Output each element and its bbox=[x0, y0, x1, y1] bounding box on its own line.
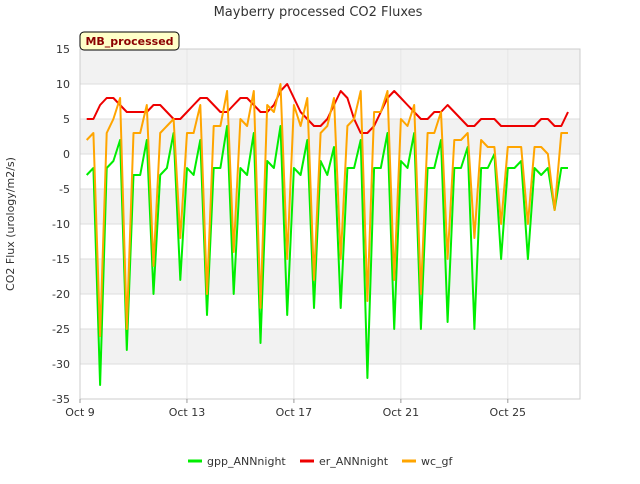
legend: gpp_ANNnight er_ANNnight wc_gf bbox=[188, 455, 454, 468]
y-tick-label: 10 bbox=[56, 78, 70, 91]
series-line-wc_gf bbox=[85, 83, 568, 337]
chart-title: Mayberry processed CO2 Fluxes bbox=[214, 5, 423, 20]
x-tick-label: Oct 13 bbox=[169, 406, 206, 419]
legend-label-wc_gf: wc_gf bbox=[421, 455, 454, 468]
x-tick-label: Oct 25 bbox=[490, 406, 527, 419]
plot-band bbox=[80, 294, 580, 329]
plot-frame bbox=[79, 48, 581, 400]
y-tick-label: 5 bbox=[63, 113, 70, 126]
x-tick-label: Oct 17 bbox=[276, 406, 313, 419]
x-tick-label: Oct 21 bbox=[383, 406, 420, 419]
y-tick-label: -35 bbox=[52, 393, 70, 406]
dataset-badge: MB_processed bbox=[79, 31, 180, 51]
plot-band bbox=[80, 364, 580, 399]
plot-band bbox=[80, 329, 580, 364]
y-tick-label: -5 bbox=[59, 183, 70, 196]
series-line-gpp_ANNnight bbox=[85, 125, 568, 386]
x-tick-label: Oct 9 bbox=[65, 406, 95, 419]
y-tick-label: -10 bbox=[52, 218, 70, 231]
y-tick-label: -25 bbox=[52, 323, 70, 336]
dataset-badge-box bbox=[79, 31, 180, 51]
plot-band bbox=[80, 259, 580, 294]
plot-band bbox=[80, 119, 580, 154]
y-tick-label: -30 bbox=[52, 358, 70, 371]
y-tick-label: -20 bbox=[52, 288, 70, 301]
y-tick-label: 15 bbox=[56, 43, 70, 56]
series-line-er_ANNnight bbox=[86, 83, 569, 134]
x-axis: Oct 9 Oct 13 Oct 17 Oct 21 Oct 25 bbox=[65, 399, 526, 419]
legend-label-er_ANNnight: er_ANNnight bbox=[319, 455, 389, 468]
y-tick-label: 0 bbox=[63, 148, 70, 161]
plot-band bbox=[80, 224, 580, 259]
y-axis-label: CO2 Flux (urology/m2/s) bbox=[4, 157, 17, 291]
series-lines bbox=[85, 83, 569, 386]
legend-label-gpp_ANNnight: gpp_ANNnight bbox=[207, 455, 286, 468]
y-tick-label: -15 bbox=[52, 253, 70, 266]
dataset-badge-label: MB_processed bbox=[85, 35, 173, 48]
plot-band bbox=[80, 49, 580, 84]
y-axis: 15 10 5 0 -5 -10 -15 -20 -25 -30 -35 bbox=[52, 43, 70, 406]
